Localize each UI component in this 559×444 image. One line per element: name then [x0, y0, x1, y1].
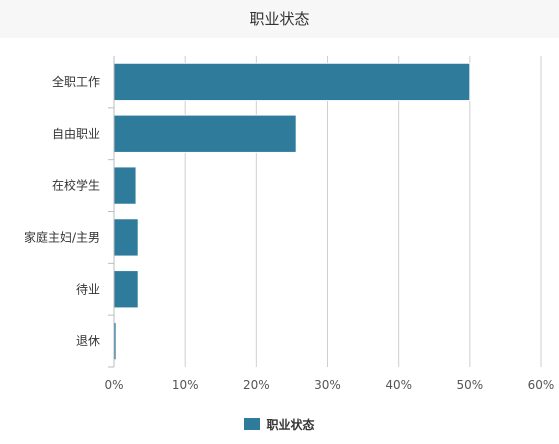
x-tick-label: 20% — [243, 378, 270, 392]
y-category-label: 待业 — [76, 282, 100, 296]
y-category-label: 全职工作 — [52, 74, 100, 89]
bar[interactable] — [113, 218, 139, 257]
x-tick-label: 10% — [172, 378, 199, 392]
y-category-label: 在校学生 — [52, 178, 100, 193]
legend-swatch — [244, 418, 261, 430]
x-tick-label: 0% — [104, 378, 123, 392]
bar[interactable] — [113, 166, 137, 205]
y-category-label: 自由职业 — [52, 127, 100, 141]
title-bar — [0, 0, 559, 38]
y-category-label: 退休 — [76, 334, 100, 348]
bar[interactable] — [113, 114, 297, 153]
y-category-label: 家庭主妇/主男 — [24, 229, 100, 244]
x-tick-label: 30% — [314, 378, 341, 392]
bar[interactable] — [113, 270, 139, 309]
x-tick-label: 50% — [456, 378, 483, 392]
x-tick-label: 40% — [385, 378, 412, 392]
bar[interactable] — [113, 62, 471, 102]
legend[interactable]: 职业状态 — [0, 414, 559, 434]
x-tick-label: 60% — [528, 378, 555, 392]
legend-label: 职业状态 — [266, 417, 315, 432]
chart-title: 职业状态 — [249, 10, 310, 28]
